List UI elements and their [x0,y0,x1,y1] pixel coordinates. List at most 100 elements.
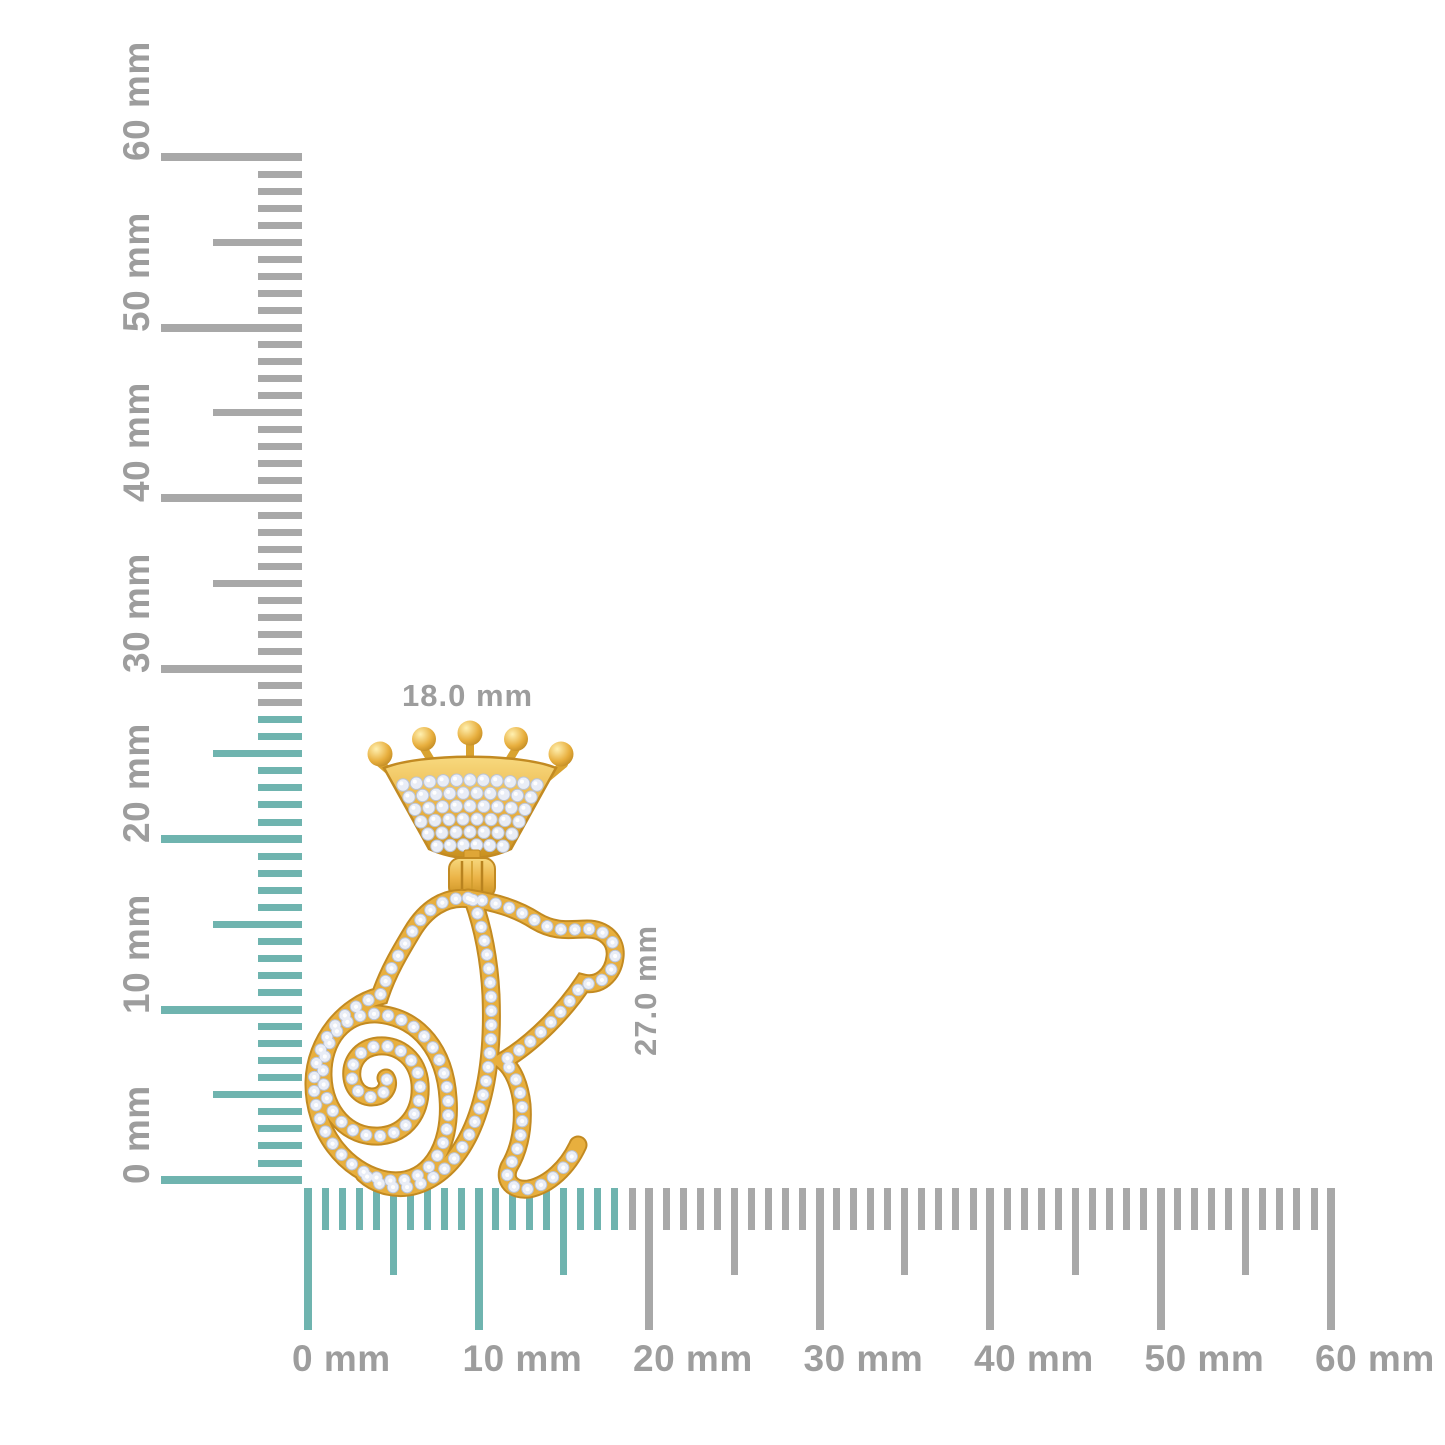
ruler-horizontal-label: 20 mm [633,1338,753,1379]
ruler-tick [935,1188,943,1230]
ruler-tick [1020,1188,1028,1230]
ruler-tick [258,358,302,366]
pave-diamond [505,827,519,841]
pave-diamond [524,790,538,804]
ruler-horizontal-label: 10 mm [462,1338,583,1379]
ruler-tick [258,886,302,894]
pave-diamond-glint [521,805,526,810]
ruler-vertical-label: 40 mm [116,382,157,502]
ruler-tick [1122,1188,1130,1230]
pave-diamond [503,775,517,789]
pave-diamond [477,799,491,813]
pave-diamond [428,813,442,828]
initial-r [304,888,625,1199]
ruler-tick [258,204,302,212]
ruler-tick [258,477,302,485]
pave-diamond-glint [487,815,492,820]
pave-diamond [518,802,532,817]
pave-diamond-glint [438,803,443,808]
ruler-tick [867,1188,875,1230]
pave-diamond-glint [493,803,498,808]
pave-diamond [490,774,504,788]
ruler-tick [258,869,302,877]
ruler-tick [213,579,302,587]
ruler-tick [730,1188,738,1275]
pave-diamond-glint [466,776,471,781]
pave-diamond-glint [412,779,417,784]
pave-diamond [449,799,463,813]
ruler-tick [213,750,302,758]
ruler-tick [258,903,302,911]
pave-diamond [409,776,424,790]
ruler-tick [1242,1188,1250,1275]
pave-diamond-glint [527,793,532,798]
pave-diamond [510,788,525,803]
pave-diamond [408,802,422,817]
ruler-tick [258,443,302,451]
ruler-tick [1293,1188,1301,1230]
ruler-tick [406,1188,414,1230]
ruler-tick [258,272,302,280]
pave-diamond-glint [480,802,485,807]
pave-diamond [443,838,457,853]
pave-diamond [396,778,410,792]
pave-diamond [449,773,464,787]
ruler-tick [258,801,302,809]
crown-ball [457,720,483,746]
pave-diamond [463,799,477,813]
ruler-tick [440,1188,448,1230]
ruler-tick [321,1188,329,1230]
ruler-tick [423,1188,431,1230]
ruler-tick [1140,1188,1147,1230]
ruler-tick [799,1188,806,1230]
pave-diamond [415,788,430,803]
ruler-tick [258,1023,302,1030]
pave-diamond [530,778,544,792]
ruler-tick [258,682,302,689]
pave-diamond [442,812,456,827]
ruler-tick [161,323,302,332]
pave-diamond-glint [425,804,430,809]
ruler-tick [1003,1188,1011,1230]
ruler-tick [258,1142,302,1150]
ruler-tick [850,1188,858,1230]
pave-diamond-glint [466,828,471,833]
ruler-tick [258,511,302,519]
pave-diamond-glint [417,818,422,823]
ruler-tick [679,1188,687,1230]
pave-diamond [423,775,437,789]
ruler-tick [258,562,302,570]
ruler-tick [258,647,302,655]
ruler-tick [258,937,302,945]
pave-diamond [498,813,512,828]
pave-diamond-glint [515,818,520,823]
ruler-tick [1208,1188,1216,1230]
ruler-tick [355,1188,363,1230]
ruler-tick [1191,1188,1199,1230]
pave-diamond [463,773,477,787]
ruler-tick [1259,1188,1267,1230]
ruler-vertical-label: 50 mm [116,211,157,332]
pave-diamond [469,838,484,852]
pave-diamond [422,801,436,815]
pave-diamond [435,800,450,814]
ruler-tick [1088,1188,1096,1230]
pave-diamond-glint [419,791,423,796]
ruler-tick [258,1040,302,1048]
ruler-tick [1156,1188,1165,1330]
pave-diamond-glint [473,789,478,794]
pave-diamond-glint [405,793,410,798]
ruler-tick [1174,1188,1182,1230]
ruler-tick [213,238,302,246]
pave-diamond [484,812,498,827]
pave-diamond-glint [473,815,478,820]
ruler-tick [645,1188,653,1330]
pave-diamond [490,800,505,814]
ruler-tick [258,255,302,263]
pave-diamond [463,825,477,839]
ruler-tick [161,1005,302,1014]
pave-diamond-glint [473,841,477,846]
crown-ball [367,741,393,767]
ruler-tick [304,1188,312,1330]
